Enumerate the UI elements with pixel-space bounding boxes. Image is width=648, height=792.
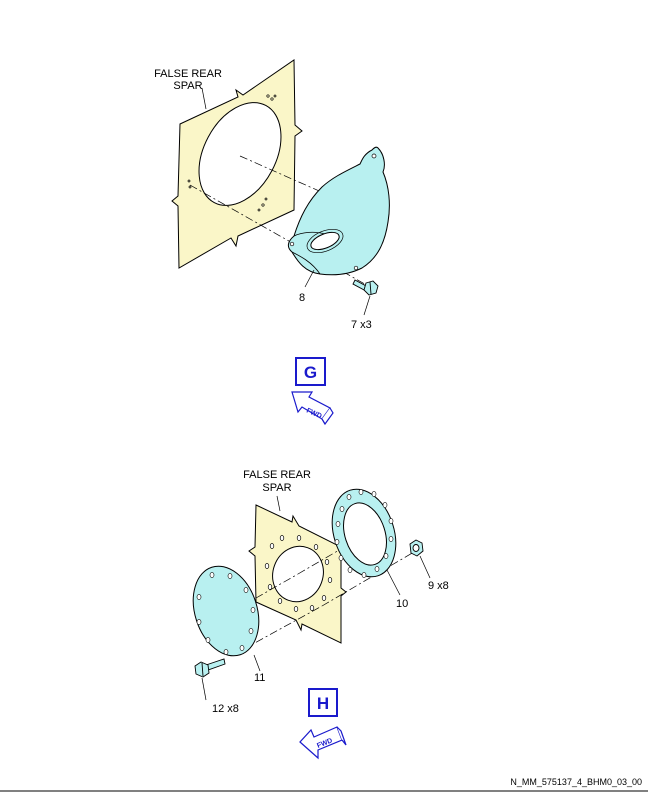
- part-11-cover-plate: [192, 565, 260, 657]
- spar-holes-g: [187, 94, 277, 212]
- part-8-bottom-hole: [353, 265, 359, 271]
- part-8-top-hole: [371, 153, 377, 159]
- part-7-bolt: [352, 279, 379, 296]
- view-letter-h: H: [317, 694, 329, 713]
- part-8-opening-rim: [306, 228, 344, 254]
- view-h: FALSE REAR SPAR 10 9 x8 11 12 x8 H FWD: [192, 469, 449, 760]
- part-8-opening: [310, 231, 340, 251]
- spar-label-g-line2: SPAR: [173, 80, 202, 92]
- callout-8: 8: [299, 292, 305, 304]
- view-g: FALSE REAR SPAR 8 7 x3 G FWD: [154, 59, 390, 426]
- spar-label-h-line2: SPAR: [262, 482, 291, 494]
- callout-9: 9 x8: [428, 580, 449, 592]
- callout-11: 11: [254, 672, 265, 684]
- callout-7: 7 x3: [351, 319, 372, 331]
- reference-code: N_MM_575137_4_BHM0_03_00: [510, 777, 642, 787]
- part-8-cover: [287, 146, 390, 276]
- part-12-bolt: [194, 658, 226, 678]
- spar-label-g-line1: FALSE REAR: [154, 68, 222, 80]
- part-10-ring: [331, 488, 397, 578]
- fwd-arrow-g: [291, 391, 334, 426]
- view-letter-box-h: [308, 688, 338, 717]
- part-8-flange-fold: [291, 231, 326, 275]
- spar-bolt-holes-h: [264, 535, 333, 612]
- part-8-side-hole: [289, 241, 295, 247]
- fwd-arrow-h: [299, 726, 347, 760]
- view-letter-box-g: [295, 357, 326, 386]
- view-letter-g: G: [304, 363, 317, 382]
- spar-label-h-line1: FALSE REAR: [243, 469, 311, 481]
- leaders-h: [201, 495, 431, 701]
- leaders-g: [201, 87, 371, 316]
- spar-cutout-g: [198, 102, 282, 206]
- callout-10: 10: [396, 598, 408, 610]
- part-9-nut: [409, 539, 424, 557]
- callout-12: 12 x8: [212, 703, 239, 715]
